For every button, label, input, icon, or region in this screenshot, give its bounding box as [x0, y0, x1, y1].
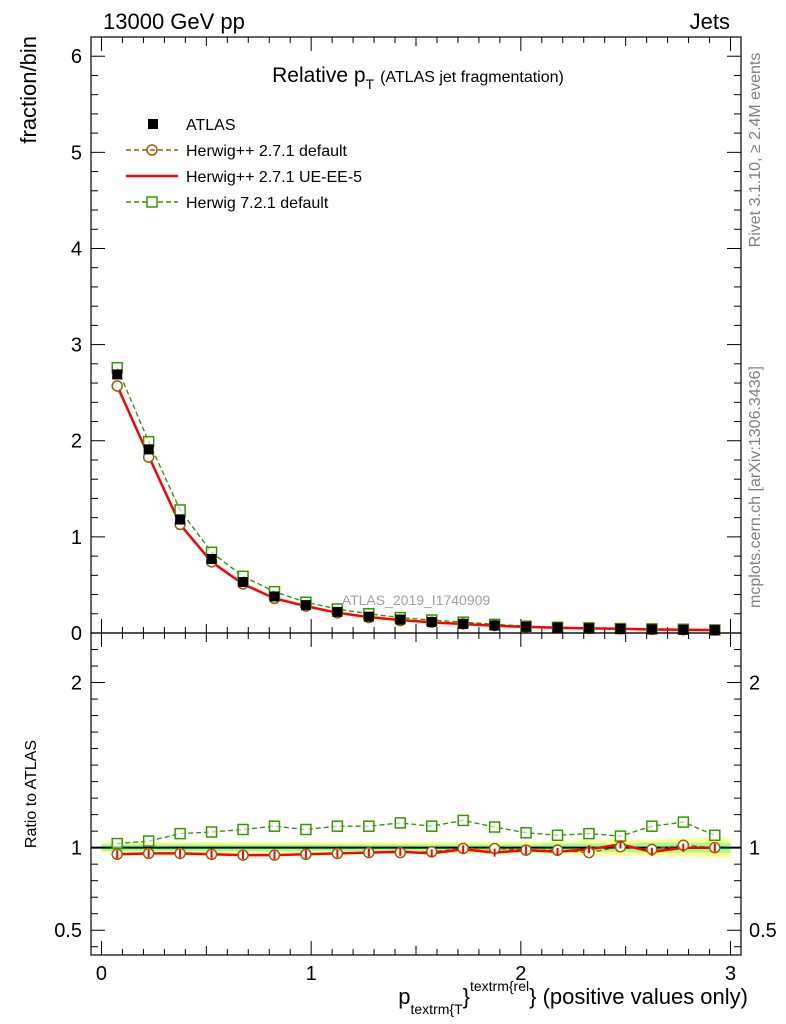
y-tick-label: 1: [71, 527, 82, 549]
point-atlas: [112, 369, 123, 380]
ratio-point-herwig7: [709, 829, 721, 842]
analysis-label: ATLAS_2019_I1740909: [342, 592, 491, 608]
point-atlas: [489, 620, 500, 631]
y-tick-label: 6: [71, 46, 82, 68]
x-tick-label: 2: [515, 963, 526, 985]
ratio-y-tick-label-right: 2: [749, 673, 760, 695]
x-tick-label: 0: [96, 963, 107, 985]
y-axis-label-main: fraction/bin: [16, 36, 41, 144]
legend-label-herwig-default: Herwig++ 2.7.1 default: [186, 143, 348, 160]
point-atlas: [678, 624, 689, 635]
legend-marker-herwig-default: [146, 144, 158, 156]
ratio-plot-panel: 0 1 2 3 0.5 0.5 1 1 2 2: [54, 632, 777, 985]
line-herwig7: [116, 367, 715, 631]
ratio-point-herwig7: [111, 837, 123, 850]
y-axis-label-ratio: Ratio to ATLAS: [23, 740, 40, 848]
y-tick-label: 0: [71, 623, 82, 645]
point-atlas: [206, 553, 217, 564]
x-tick-label: 1: [306, 963, 317, 985]
point-atlas: [583, 623, 594, 634]
point-atlas: [646, 624, 657, 635]
legend-entry-atlas: ATLAS: [148, 117, 236, 134]
ratio-y-tick-label: 1: [71, 838, 82, 860]
point-atlas: [458, 618, 469, 629]
point-atlas: [709, 625, 720, 636]
ratio-point-herwig7: [488, 821, 501, 833]
ratio-point-herwig7: [520, 827, 532, 839]
ratio-point-herwig7: [551, 829, 564, 842]
ratio-point-herwig7: [646, 820, 658, 832]
point-atlas: [552, 622, 563, 633]
ratio-frame: [90, 632, 742, 956]
main-plot-panel: 0 1 2 3 4 5 6: [71, 36, 742, 645]
legend-marker-atlas: [148, 119, 158, 129]
ratio-point-herwig7: [268, 820, 281, 832]
y-tick-label: 5: [71, 142, 82, 164]
point-atlas: [426, 616, 437, 627]
legend-entry-herwig-default: Herwig++ 2.7.1 default: [126, 143, 348, 160]
ratio-point-herwig7: [205, 826, 218, 838]
point-herwig-default: [111, 380, 123, 392]
ratio-point-herwig7: [300, 823, 312, 836]
point-atlas: [521, 621, 532, 632]
x-axis-label: ptextrm{T}textrm{rel} (positive values o…: [398, 978, 748, 1017]
y-tick-label: 3: [71, 335, 82, 357]
legend-label-atlas: ATLAS: [186, 117, 236, 134]
y-tick-label: 2: [71, 431, 82, 453]
mcplots-label: mcplots.cern.ch [arXiv:1306.3436]: [747, 366, 764, 608]
plot-title: Relative pT (ATLAS jet fragmentation): [272, 64, 564, 92]
legend-marker-herwig7: [146, 196, 158, 208]
point-atlas: [269, 591, 280, 602]
ratio-point-herwig7: [614, 830, 627, 842]
x-tick-label: 3: [725, 963, 736, 985]
ratio-point-herwig7: [583, 827, 595, 840]
point-atlas: [175, 514, 186, 525]
ratio-point-herwig7: [677, 816, 690, 828]
rivet-version-label: Rivet 3.1.10, ≥ 2.4M events: [747, 53, 764, 248]
legend-entry-ue-ee5: Herwig++ 2.7.1 UE-EE-5: [126, 169, 362, 186]
point-atlas: [395, 614, 406, 625]
y-tick-label: 4: [71, 238, 82, 260]
ratio-point-herwig7: [142, 835, 155, 847]
legend-label-ue-ee5: Herwig++ 2.7.1 UE-EE-5: [186, 169, 362, 186]
legend-label-herwig7: Herwig 7.2.1 default: [186, 195, 329, 212]
header-right: Jets: [690, 9, 730, 34]
ratio-point-herwig7: [363, 820, 375, 832]
point-herwig7: [174, 504, 186, 516]
legend: ATLAS Herwig++ 2.7.1 default Herwig++ 2.…: [126, 117, 362, 212]
ratio-point-herwig7: [457, 814, 469, 827]
ratio-point-herwig7: [394, 817, 407, 829]
ratio-y-tick-label: 0.5: [54, 920, 82, 942]
ratio-point-herwig7: [174, 827, 186, 840]
point-atlas: [143, 444, 154, 455]
ratio-y-tick-label-right: 1: [749, 838, 760, 860]
point-atlas: [300, 600, 311, 611]
point-atlas: [615, 623, 626, 634]
ratio-y-tick-label: 2: [71, 673, 82, 695]
ratio-point-herwig7: [237, 823, 249, 836]
point-atlas: [332, 606, 343, 617]
point-atlas: [238, 577, 249, 588]
header-left: 13000 GeV pp: [103, 9, 245, 34]
legend-entry-herwig7: Herwig 7.2.1 default: [126, 195, 329, 212]
point-atlas: [363, 611, 374, 622]
ratio-y-tick-label-right: 0.5: [749, 920, 777, 942]
ratio-point-herwig7: [425, 820, 438, 832]
ratio-point-herwig7: [331, 820, 344, 832]
